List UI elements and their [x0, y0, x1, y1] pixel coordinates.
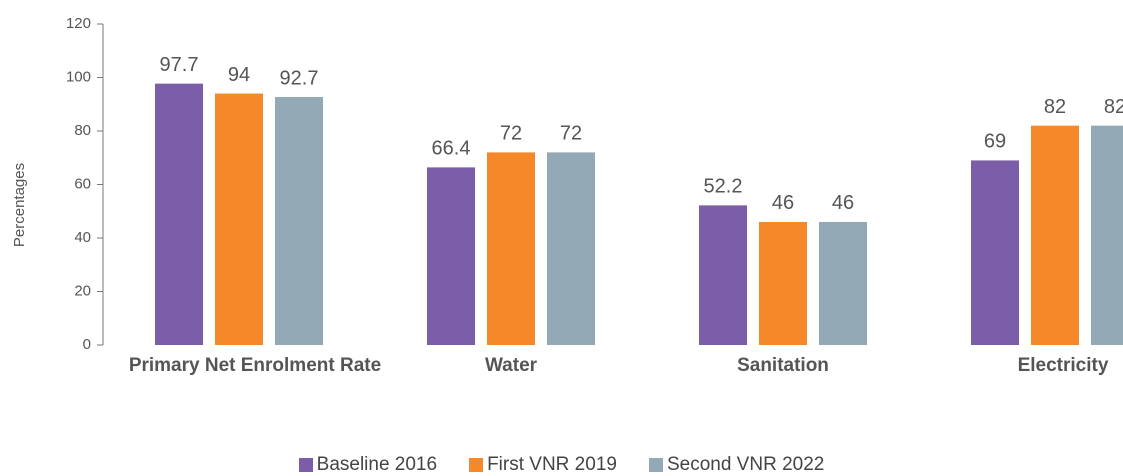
legend-item: Baseline 2016 [298, 454, 438, 476]
bar [971, 160, 1019, 345]
data-label: 94 [228, 64, 250, 86]
y-tick-label: 100 [66, 68, 91, 85]
bar [487, 152, 535, 345]
data-label: 46 [832, 192, 854, 214]
bar [759, 221, 807, 345]
bar [699, 205, 747, 345]
data-label: 72 [560, 123, 582, 145]
data-label: 97.7 [160, 54, 199, 76]
data-label: 92.7 [280, 67, 319, 89]
bar [547, 152, 595, 345]
data-label: 46 [772, 192, 794, 214]
data-label: 82 [1104, 96, 1123, 118]
y-tick-label: 80 [74, 122, 91, 139]
bar [819, 221, 867, 345]
x-tick-label: Electricity [1017, 355, 1109, 376]
legend: Baseline 2016 First VNR 2019 Second VNR 20… [0, 454, 1123, 476]
legend-swatch [298, 458, 313, 472]
y-tick-label: 40 [74, 229, 91, 246]
bar [275, 97, 323, 345]
data-label: 72 [500, 123, 522, 145]
data-label: 69 [984, 131, 1006, 153]
legend-label: First VNR 2019 [487, 454, 617, 475]
legend-swatch [648, 458, 663, 472]
y-tick-label: 0 [83, 336, 91, 353]
legend-label: Baseline 2016 [316, 454, 438, 475]
y-tick-label: 120 [66, 15, 91, 32]
bar [427, 167, 475, 345]
y-tick-label: 20 [74, 282, 91, 299]
y-tick-label: 60 [74, 175, 91, 192]
data-label: 66.4 [432, 138, 471, 160]
bar [1031, 125, 1079, 346]
bar [155, 83, 203, 345]
x-tick-label: Primary Net Enrolment Rate [128, 355, 382, 376]
x-tick-label: Sanitation [737, 355, 829, 376]
legend-item: Second VNR 2022 [648, 454, 825, 476]
legend-swatch [469, 458, 484, 472]
legend-item: First VNR 2019 [469, 454, 617, 476]
bar [1091, 125, 1123, 346]
x-tick-label: Water [484, 355, 538, 376]
bar [215, 93, 263, 345]
data-label: 82 [1044, 96, 1066, 118]
y-axis-label: Percentages [11, 163, 28, 247]
legend-label: Second VNR 2022 [666, 454, 825, 475]
data-label: 52.2 [704, 176, 743, 198]
